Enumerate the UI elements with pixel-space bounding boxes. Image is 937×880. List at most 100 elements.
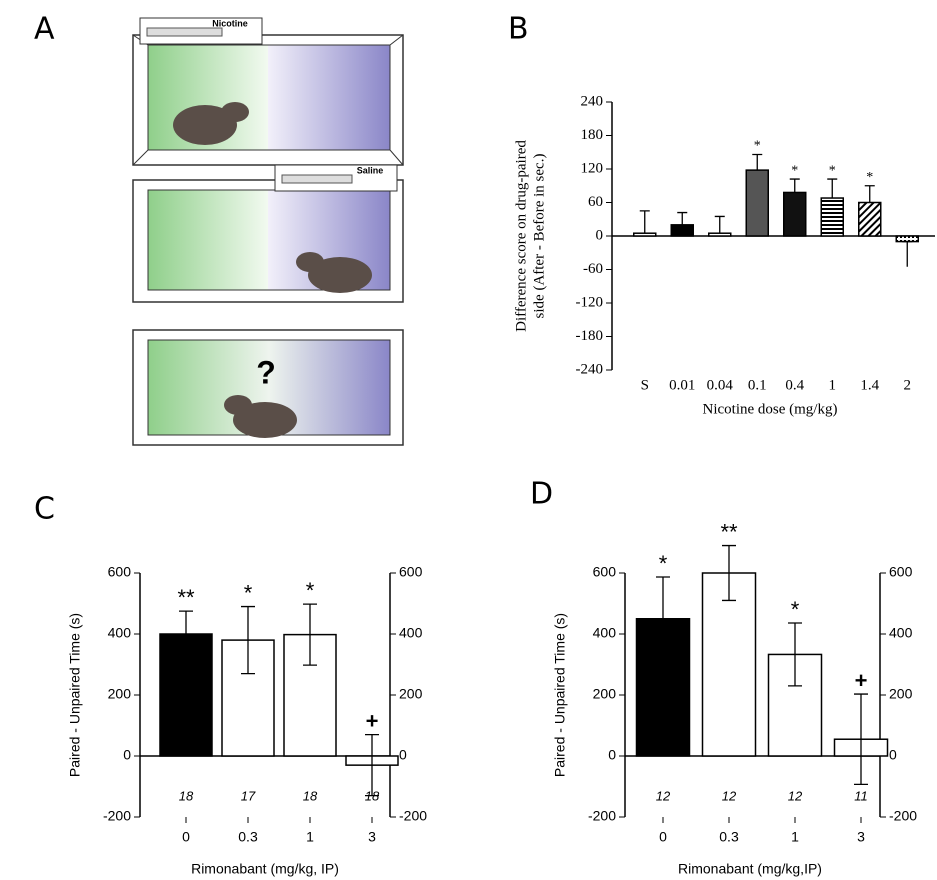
- y-tick-label: -200: [588, 808, 616, 824]
- y-tick-label: 600: [108, 564, 132, 580]
- error-bar: [752, 153, 763, 171]
- significance-marker: *: [791, 163, 798, 178]
- y-tick-label: 0: [596, 227, 604, 243]
- chart: -200 0 200 400 600 -200 0 200 400 600 ** 18 0 * 17 0.3 *…: [67, 564, 428, 877]
- error-bar: [789, 178, 800, 193]
- significance-marker: *: [829, 163, 836, 178]
- x-axis-label: Rimonabant (mg/kg,IP): [678, 861, 822, 877]
- bar: [820, 197, 844, 237]
- x-tick-label: 1.4: [860, 377, 879, 393]
- y2-tick-label: 0: [399, 747, 407, 763]
- error-bar: [864, 185, 875, 203]
- x-tick-label: 0.4: [785, 377, 804, 393]
- panel-label: C: [34, 492, 55, 527]
- y-tick-label: 200: [108, 686, 132, 702]
- x-tick-label: S: [641, 377, 649, 393]
- error-bar: [365, 734, 379, 797]
- bar: [745, 169, 769, 237]
- significance-marker: **: [720, 519, 738, 544]
- n-label: 11: [854, 788, 868, 803]
- x-tick-label: 0.1: [748, 377, 767, 393]
- bar: [858, 201, 882, 237]
- y2-tick-label: 400: [399, 625, 423, 641]
- n-label: 17: [241, 788, 256, 803]
- y2-tick-label: 0: [889, 747, 897, 763]
- y-axis-label: Paired - Unpaired Time (s): [67, 613, 83, 777]
- chart: -200 0 200 400 600 -200 0 200 400 600 * 12 0 ** 12 0.3 *…: [552, 519, 918, 876]
- x-tick-label: 0.01: [669, 377, 695, 393]
- x-tick-label: 0.3: [238, 829, 258, 845]
- y-tick-label: -60: [583, 261, 603, 277]
- x-axis-label: Rimonabant (mg/kg, IP): [191, 861, 339, 877]
- bar: [895, 235, 919, 243]
- error-bar: [656, 576, 670, 662]
- n-label: 18: [365, 788, 380, 803]
- y-tick-label: -180: [576, 328, 604, 344]
- y-tick-label: 60: [588, 194, 603, 210]
- bar: [708, 232, 732, 237]
- chamber: [132, 329, 404, 446]
- error-bar: [677, 211, 688, 225]
- significance-marker: *: [244, 580, 253, 605]
- error-bar: [854, 693, 868, 786]
- n-label: 12: [788, 788, 803, 803]
- y-tick-label: -120: [576, 294, 604, 310]
- y-tick-label: 240: [581, 93, 604, 109]
- x-tick-label: 1: [829, 377, 837, 393]
- x-tick-label: 0: [182, 829, 190, 845]
- x-tick-label: 1: [306, 829, 314, 845]
- n-label: 18: [179, 788, 194, 803]
- y-axis-label: Difference score on drug-paired: [513, 140, 529, 332]
- error-bar: [788, 622, 802, 687]
- error-bar: [722, 544, 736, 602]
- n-label: 18: [303, 788, 318, 803]
- x-tick-label: 3: [857, 829, 865, 845]
- error-bar: [902, 240, 913, 267]
- panel-label: D: [530, 477, 553, 512]
- x-tick-label: 2: [904, 377, 912, 393]
- y-axis-label: Paired - Unpaired Time (s): [552, 613, 568, 777]
- question-mark: ?: [256, 354, 276, 390]
- significance-marker: +: [855, 668, 868, 693]
- significance-marker: *: [791, 597, 800, 622]
- error-bar: [303, 603, 317, 666]
- panel-label: B: [508, 12, 529, 47]
- y2-tick-label: 600: [889, 564, 913, 580]
- bar: [633, 232, 657, 237]
- y-tick-label: 180: [581, 127, 604, 143]
- y2-tick-label: 600: [399, 564, 423, 580]
- y2-tick-label: 200: [889, 686, 913, 702]
- n-label: 12: [722, 788, 737, 803]
- chart: -240 -180 -120 -60 0 60 120 180 240 S 0.01 0.04 * 0.1…: [513, 93, 935, 417]
- bar: [783, 191, 807, 237]
- y2-tick-label: -200: [399, 808, 427, 824]
- error-bar: [714, 215, 725, 234]
- x-axis-label: Nicotine dose (mg/kg): [703, 401, 838, 417]
- significance-marker: *: [754, 139, 761, 154]
- y2-tick-label: 400: [889, 625, 913, 641]
- y-axis-label: side (After - Before in sec.): [531, 154, 547, 319]
- significance-marker: *: [866, 170, 873, 185]
- chamber: [132, 17, 404, 166]
- error-bar: [639, 210, 650, 234]
- syringe-label: Saline: [357, 165, 384, 175]
- significance-marker: +: [366, 708, 379, 733]
- error-bar: [827, 178, 838, 199]
- y-tick-label: 600: [593, 564, 617, 580]
- panel-a-diagram: Nicotine Saline ?: [132, 17, 404, 446]
- y-tick-label: 0: [123, 747, 131, 763]
- error-bar: [179, 610, 193, 658]
- n-label: 12: [656, 788, 671, 803]
- y-tick-label: 120: [581, 160, 604, 176]
- syringe-label: Nicotine: [212, 18, 248, 28]
- y2-tick-label: 200: [399, 686, 423, 702]
- bar: [670, 224, 694, 237]
- error-bar: [241, 605, 255, 675]
- significance-marker: *: [659, 551, 668, 576]
- x-tick-label: 1: [791, 829, 799, 845]
- significance-marker: **: [177, 585, 195, 610]
- chamber: [132, 164, 404, 303]
- x-tick-label: 0.3: [719, 829, 739, 845]
- x-tick-label: 3: [368, 829, 376, 845]
